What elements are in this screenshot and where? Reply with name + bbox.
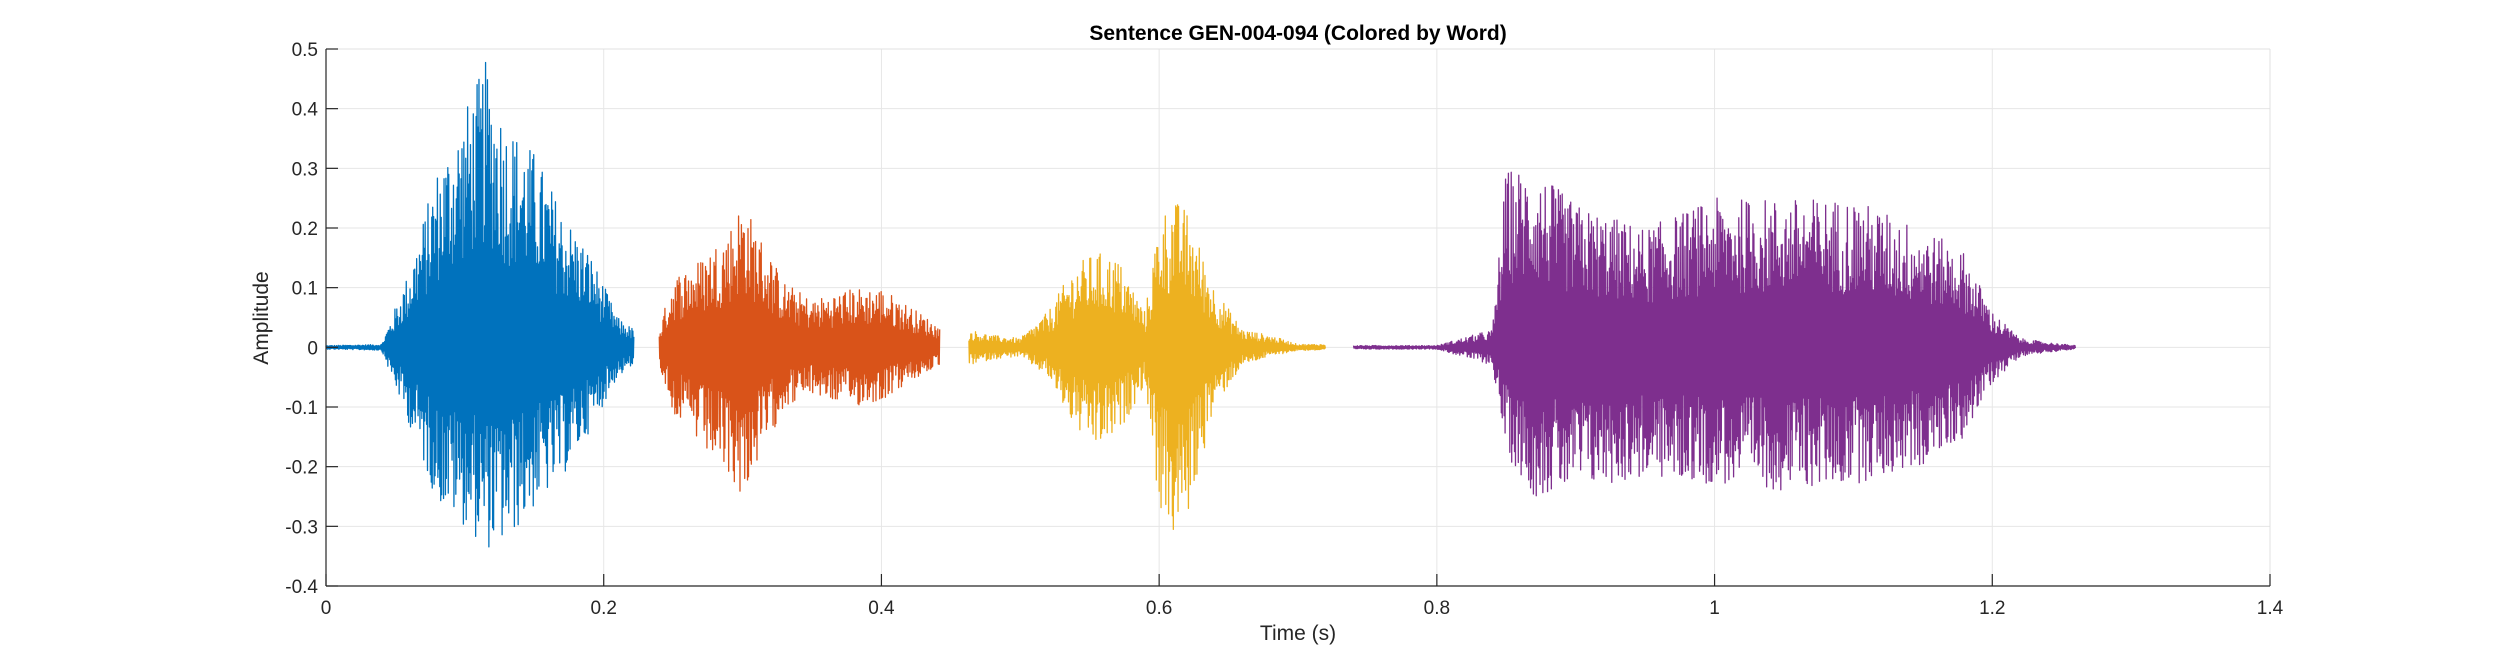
x-tick-label: 1 bbox=[1709, 598, 1720, 619]
y-axis-label: Amplitude bbox=[250, 271, 273, 364]
x-tick-label: 0.4 bbox=[868, 598, 895, 619]
y-tick-label: 0.1 bbox=[292, 279, 318, 300]
y-tick-label: -0.3 bbox=[285, 517, 318, 538]
y-tick-label: -0.4 bbox=[285, 577, 318, 598]
y-tick-label: 0.4 bbox=[292, 100, 319, 121]
y-tick-label: 0.3 bbox=[292, 159, 318, 180]
y-tick-label: -0.1 bbox=[285, 398, 318, 419]
waveform-series-2 bbox=[658, 215, 941, 492]
y-tick-label: -0.2 bbox=[285, 458, 318, 479]
waveform-series-3 bbox=[968, 204, 1326, 531]
x-tick-label: 0.2 bbox=[591, 598, 617, 619]
x-axis-label: Time (s) bbox=[1260, 622, 1336, 645]
y-tick-label: 0.2 bbox=[292, 219, 318, 240]
x-tick-label: 1.2 bbox=[1979, 598, 2005, 619]
chart-title: Sentence GEN-004-094 (Colored by Word) bbox=[1089, 22, 1506, 45]
x-tick-label: 0.8 bbox=[1424, 598, 1450, 619]
series-layer bbox=[325, 61, 2077, 548]
x-tick-label: 0 bbox=[321, 598, 332, 619]
waveform-series-4 bbox=[1352, 171, 2077, 497]
x-tick-label: 1.4 bbox=[2257, 598, 2284, 619]
ticks: 0 0.2 0.4 0.6 0.8 1 1.2 1.4 -0.4 -0.3 -0.2 -0.1 0 0.1… bbox=[285, 40, 2283, 619]
axes bbox=[325, 48, 2271, 587]
y-tick-label: 0 bbox=[307, 338, 318, 359]
y-tick-label: 0.5 bbox=[292, 40, 318, 61]
waveform-series-1 bbox=[325, 61, 635, 548]
x-tick-label: 0.6 bbox=[1146, 598, 1172, 619]
